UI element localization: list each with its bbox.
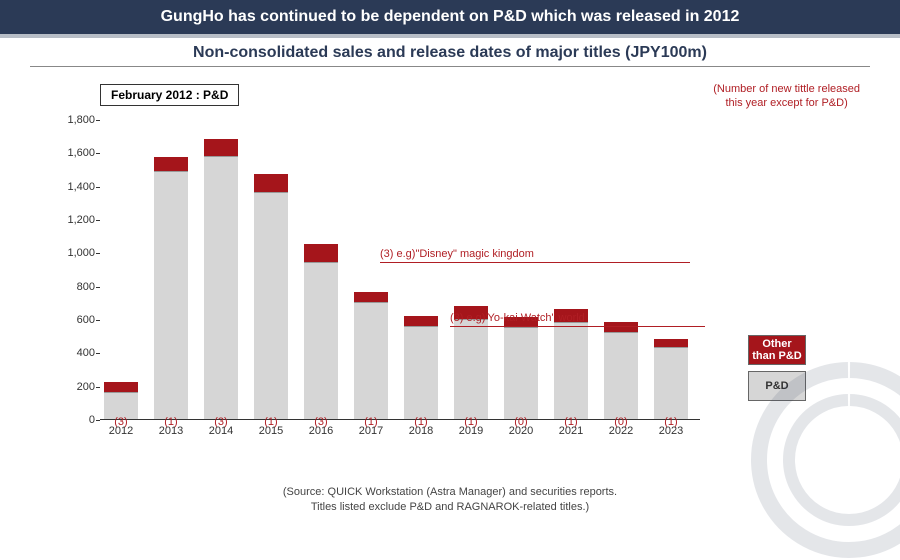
bar-segment-pd	[204, 156, 238, 419]
y-tick-label: 0	[60, 414, 95, 426]
bar-segment-pd	[604, 332, 638, 419]
bar-segment-other	[604, 322, 638, 332]
subtitle: Non-consolidated sales and release dates…	[30, 38, 870, 67]
bar-segment-pd	[254, 192, 288, 419]
annotation-line	[380, 262, 690, 263]
callout-text: February 2012 : P&D	[111, 88, 228, 102]
x-tick-label: 2012	[96, 425, 146, 437]
bar-segment-other	[154, 157, 188, 170]
x-tick-label: 2014	[196, 425, 246, 437]
legend-swatch: P&D	[748, 371, 806, 401]
plot: 02004006008001,0001,2001,4001,6001,800(3…	[100, 120, 700, 420]
note-red-line1: (Number of new tittle released	[713, 83, 860, 95]
y-tick-label: 1,400	[60, 181, 95, 193]
legend-item: P&D	[748, 371, 878, 401]
x-tick-label: 2023	[646, 425, 696, 437]
x-tick-label: 2019	[446, 425, 496, 437]
note-red: (Number of new tittle released this year…	[713, 82, 860, 111]
source-line2: Titles listed exclude P&D and RAGNAROK-r…	[311, 501, 589, 513]
callout-box: February 2012 : P&D	[100, 84, 239, 106]
y-tick-label: 1,800	[60, 114, 95, 126]
bar-segment-other	[354, 292, 388, 302]
legend: Other than P&D P&D	[748, 335, 878, 407]
bar-segment-pd	[154, 171, 188, 419]
x-tick-label: 2022	[596, 425, 646, 437]
bar-segment-other	[104, 382, 138, 392]
x-tick-label: 2015	[246, 425, 296, 437]
bar-segment-other	[204, 139, 238, 156]
x-tick-label: 2021	[546, 425, 596, 437]
annotation-text: (3) e.g)'Yo-kai Watch" world	[450, 312, 585, 324]
legend-swatch: Other than P&D	[748, 335, 806, 365]
bar-segment-pd	[354, 302, 388, 419]
x-tick-label: 2020	[496, 425, 546, 437]
y-tick-label: 1,200	[60, 214, 95, 226]
bar-segment-other	[304, 244, 338, 262]
legend-item: Other than P&D	[748, 335, 878, 365]
bar-segment-pd	[454, 319, 488, 419]
annotation-text: (3) e.g)"Disney" magic kingdom	[380, 248, 534, 260]
source-line1: (Source: QUICK Workstation (Astra Manage…	[283, 486, 617, 498]
bar-segment-other	[654, 339, 688, 347]
y-tick-label: 400	[60, 347, 95, 359]
annotation-line	[450, 326, 705, 327]
chart-area: 0 200 400 600 800 1,000 1,200 1,400 1,600 1,800 (3…	[60, 110, 710, 460]
y-tick-label: 1,000	[60, 247, 95, 259]
note-red-line2: this year except for P&D)	[725, 97, 847, 109]
x-tick-label: 2016	[296, 425, 346, 437]
bar-segment-pd	[404, 326, 438, 419]
bar-segment-pd	[654, 347, 688, 419]
x-tick-label: 2017	[346, 425, 396, 437]
y-tick-label: 200	[60, 381, 95, 393]
bar-segment-other	[404, 316, 438, 326]
source-note: (Source: QUICK Workstation (Astra Manage…	[0, 485, 900, 514]
subtitle-text: Non-consolidated sales and release dates…	[193, 44, 707, 61]
title-banner: GungHo has continued to be dependent on …	[0, 0, 900, 38]
bar-segment-pd	[554, 322, 588, 419]
y-tick-label: 800	[60, 281, 95, 293]
bar-segment-pd	[104, 392, 138, 419]
y-tick-label: 600	[60, 314, 95, 326]
bar-segment-pd	[504, 327, 538, 419]
bar-segment-pd	[304, 262, 338, 419]
y-tick-label: 1,600	[60, 147, 95, 159]
x-tick-label: 2013	[146, 425, 196, 437]
bar-segment-other	[254, 174, 288, 192]
page-title: GungHo has continued to be dependent on …	[161, 8, 740, 25]
x-tick-label: 2018	[396, 425, 446, 437]
